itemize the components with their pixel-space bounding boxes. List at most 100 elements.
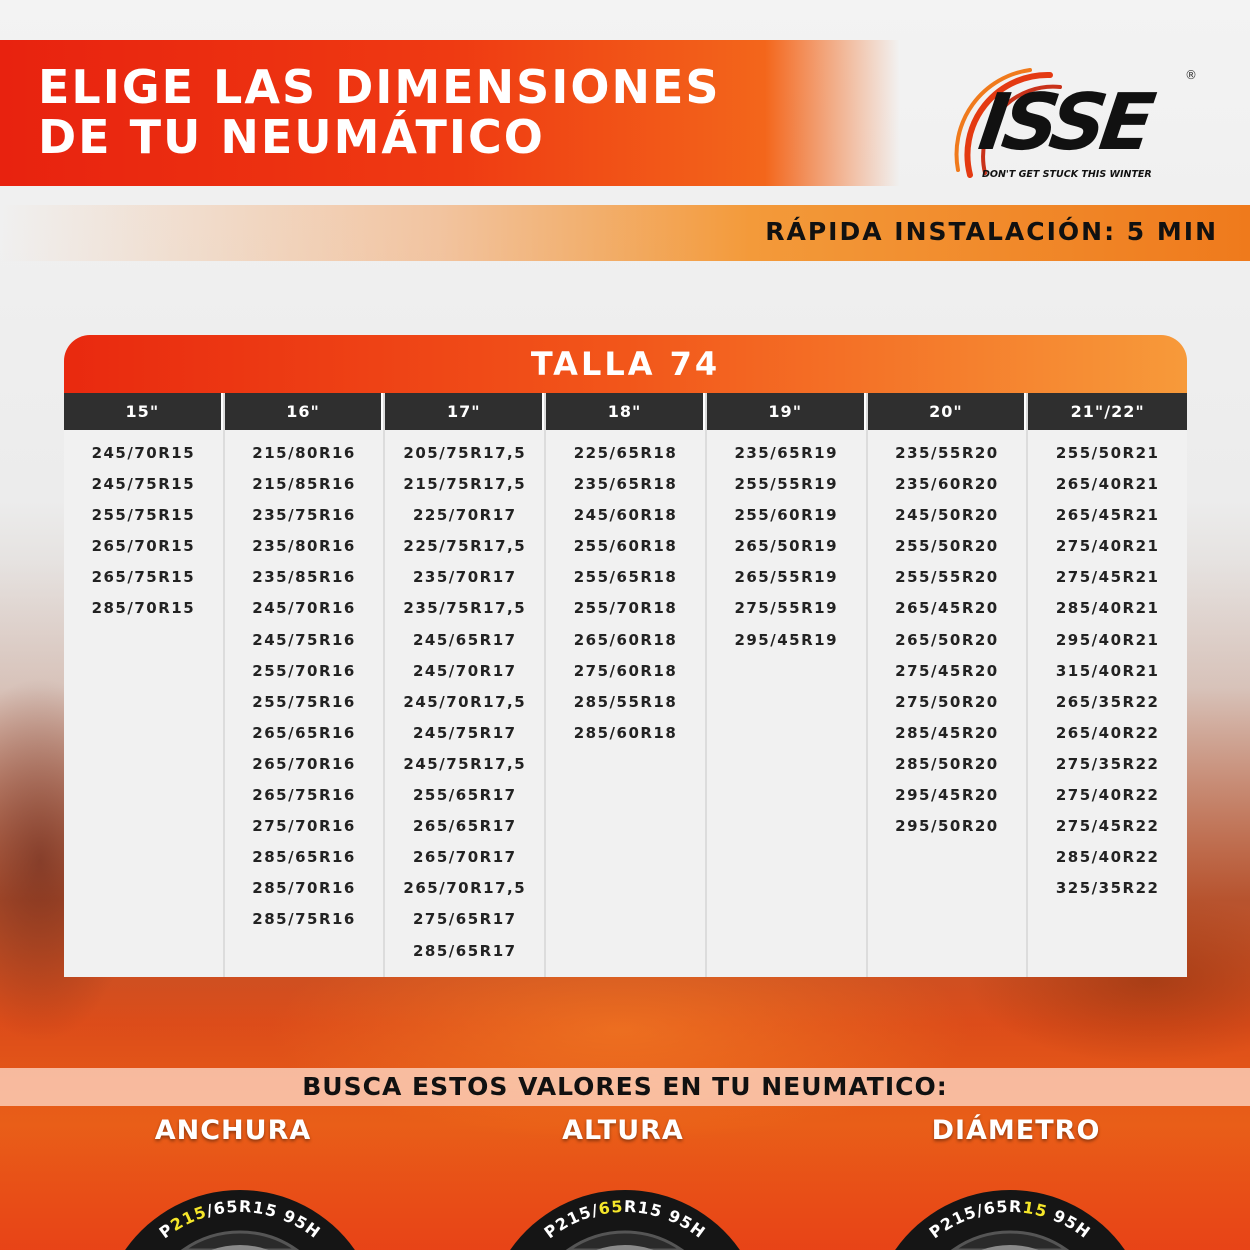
label-diametro: DIÁMETRO	[931, 1115, 1101, 1146]
size-column: 19" 235/65R19 255/55R19 255/60R19 265/50R19 2…	[706, 393, 868, 977]
tire-illustrations: P215/65R15 95H P215/65R15 95H P215/65R15…	[125, 1190, 1125, 1250]
size-column: 20" 235/55R20 235/60R20 245/50R20 255/50R20 2…	[867, 393, 1029, 977]
tire-size: 265/55R19	[734, 568, 839, 587]
size-list: 215/80R16 215/85R16 235/75R16 235/80R16 235/…	[225, 430, 384, 942]
table-title: TALLA 74	[64, 335, 1187, 393]
tire-size: 285/65R17	[413, 941, 517, 960]
tire-size: 265/45R21	[1055, 506, 1160, 525]
tire-size: 285/60R18	[573, 723, 678, 742]
tire-size: 275/70R16	[252, 817, 356, 836]
header-banner	[0, 40, 900, 186]
title-line-1: ELIGE LAS DIMENSIONES	[38, 60, 721, 114]
tire-size: 285/70R15	[91, 599, 196, 618]
tire-size: 255/60R18	[573, 537, 678, 556]
tire-size: 285/40R22	[1055, 848, 1160, 867]
tire-size: 235/65R19	[734, 444, 839, 462]
tire-size: 265/65R17	[413, 817, 517, 836]
tire-size: 275/40R22	[1055, 786, 1160, 805]
tire-size: 295/45R19	[734, 630, 839, 649]
size-list: 235/65R19 255/55R19 255/60R19 265/50R19 265/…	[707, 430, 866, 662]
tire-size: 235/60R20	[895, 475, 999, 494]
tire-size: 275/65R17	[413, 910, 517, 929]
tire-size: 245/75R16	[252, 630, 356, 649]
label-anchura: ANCHURA	[154, 1115, 312, 1146]
tire-size: 315/40R21	[1055, 661, 1160, 680]
brand-logo: ISSE	[973, 78, 1155, 168]
tire-size: 235/75R17,5	[403, 599, 527, 618]
tire-size: 235/85R16	[252, 568, 356, 587]
install-text: RÁPIDA INSTALACIÓN: 5 MIN	[765, 217, 1218, 246]
size-column: 15" 245/70R15 245/75R15 255/75R15 265/70R15 2…	[64, 393, 225, 977]
tire-size: 285/40R21	[1055, 599, 1160, 618]
tire-size: 245/70R17,5	[403, 692, 527, 711]
tire-icon: P215/65R15 95H	[125, 1190, 355, 1250]
tire-size: 285/45R20	[895, 723, 999, 742]
tire-size: 255/55R19	[734, 475, 839, 494]
tire-icon: P215/65R15 95H	[510, 1190, 740, 1250]
tire-size: 225/75R17,5	[403, 537, 527, 556]
tire-size: 255/55R20	[895, 568, 999, 587]
tire-size: 275/35R22	[1055, 754, 1160, 773]
column-header: 18"	[546, 393, 705, 430]
tire-size: 255/75R16	[252, 692, 356, 711]
install-banner: RÁPIDA INSTALACIÓN: 5 MIN	[0, 205, 1250, 261]
tire-size: 245/70R16	[252, 599, 356, 618]
tire-size: 255/70R18	[573, 599, 678, 618]
tire-size: 295/50R20	[895, 817, 999, 836]
size-list: 225/65R18 235/65R18 245/60R18 255/60R18 255/…	[546, 430, 705, 755]
tire-size: 265/45R20	[895, 599, 999, 618]
tire-size: 265/50R20	[895, 630, 999, 649]
column-header: 19"	[706, 393, 866, 430]
tire-size: 255/50R21	[1055, 444, 1160, 462]
tire-size: 255/60R19	[734, 506, 839, 525]
column-header: 16"	[224, 393, 384, 430]
column-header: 21"/22"	[1028, 393, 1188, 430]
tire-size: 235/80R16	[252, 537, 356, 556]
tire-size: 235/55R20	[895, 444, 999, 462]
size-column: 16" 215/80R16 215/85R16 235/75R16 235/80R16 2…	[224, 393, 386, 977]
tire-size: 225/70R17	[413, 506, 517, 525]
size-list: 235/55R20 235/60R20 245/50R20 255/50R20 255/…	[868, 430, 1027, 848]
column-header: 17"	[385, 393, 545, 430]
tire-size: 255/50R20	[895, 537, 999, 556]
tire-size: 235/65R18	[573, 475, 678, 494]
label-altura: ALTURA	[562, 1115, 684, 1146]
highlighted-value: 65	[597, 1197, 624, 1219]
tire-size: 225/65R18	[573, 444, 678, 462]
tire-size: 275/45R21	[1055, 568, 1160, 587]
tire-size: 245/70R17	[413, 661, 517, 680]
tire-size: 255/65R17	[413, 786, 517, 805]
tire-size: 245/75R15	[91, 475, 196, 494]
tire-size: 265/35R22	[1055, 692, 1160, 711]
title-line-2: DE TU NEUMÁTICO	[38, 110, 545, 164]
tire-size: 255/75R15	[91, 506, 196, 525]
tire-size: 255/70R16	[252, 661, 356, 680]
size-list: 245/70R15 245/75R15 255/75R15 265/70R15 265/…	[64, 430, 223, 631]
tire-size: 285/65R16	[252, 848, 356, 867]
column-header: 15"	[64, 393, 223, 430]
page-title: ELIGE LAS DIMENSIONES DE TU NEUMÁTICO	[38, 62, 721, 162]
tire-size: 285/70R16	[252, 879, 356, 898]
size-list: 255/50R21 265/40R21 265/45R21 275/40R21 275/…	[1028, 430, 1187, 910]
tire-size: 265/60R18	[573, 630, 678, 649]
tire-size: 265/50R19	[734, 537, 839, 556]
tire-size: 235/70R17	[413, 568, 517, 587]
tire-swoosh-icon	[954, 68, 1062, 178]
tire-size: 205/75R17,5	[403, 444, 527, 462]
tire-size: 285/55R18	[573, 692, 678, 711]
tire-size: 265/40R22	[1055, 723, 1160, 742]
tire-size: 285/50R20	[895, 754, 999, 773]
size-column: 21"/22" 255/50R21 265/40R21 265/45R21 275/40…	[1028, 393, 1188, 977]
tire-size: 245/60R18	[573, 506, 678, 525]
tire-size: 265/75R16	[252, 786, 356, 805]
tire-size: 295/40R21	[1055, 630, 1160, 649]
tire-size: 215/85R16	[252, 475, 356, 494]
tire-size: 255/65R18	[573, 568, 678, 587]
size-table: TALLA 74 15" 245/70R15 245/75R15 255/75R15 2…	[64, 335, 1188, 977]
tire-size: 275/55R19	[734, 599, 839, 618]
tire-size: 245/50R20	[895, 506, 999, 525]
registered-mark: ®	[1185, 68, 1197, 82]
tire-size: 265/75R15	[91, 568, 196, 587]
tire-size: 275/45R22	[1055, 817, 1160, 836]
size-column: 17" 205/75R17,5 215/75R17,5 225/70R17 225/75…	[385, 393, 547, 977]
